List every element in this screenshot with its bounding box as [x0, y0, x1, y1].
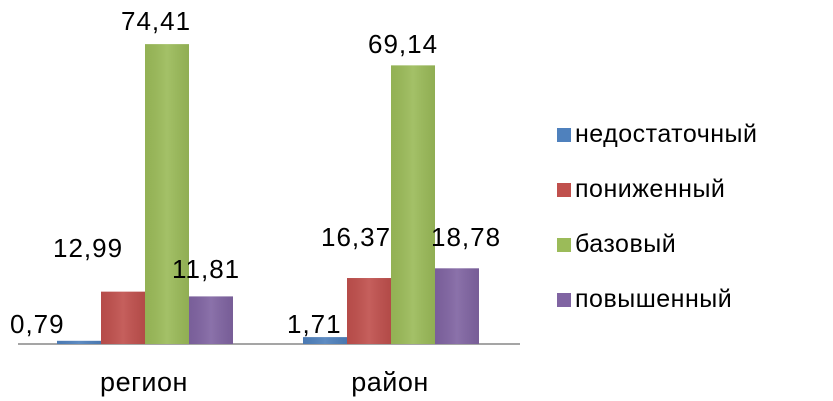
- data-label: 1,71: [287, 309, 342, 339]
- data-label: 69,14: [368, 29, 438, 59]
- plot-area: 0,79 1,71 12,99 16,37 74,41 69,14 11,81 18,78 ре…: [10, 6, 520, 397]
- data-label: 0,79: [10, 309, 65, 339]
- category-label: регион: [100, 367, 188, 397]
- legend-label: повышенный: [575, 285, 732, 313]
- legend-swatch: [557, 293, 571, 307]
- data-label: 12,99: [53, 233, 123, 263]
- bar-sheen: [101, 291, 145, 344]
- legend-swatch: [557, 238, 571, 252]
- data-label: 18,78: [431, 222, 501, 252]
- legend-label: базовый: [575, 230, 676, 258]
- bar-sheen: [57, 340, 101, 344]
- data-label: 74,41: [121, 6, 191, 36]
- legend: недостаточный пониженный базовый повышенный: [557, 120, 757, 313]
- bar-sheen: [189, 296, 233, 344]
- bar-sheen: [145, 44, 189, 345]
- legend-swatch: [557, 128, 571, 142]
- data-label: 16,37: [321, 222, 391, 252]
- bar-sheen: [435, 268, 479, 344]
- legend-swatch: [557, 183, 571, 197]
- bar-sheen: [391, 65, 435, 345]
- legend-label: пониженный: [575, 175, 725, 203]
- legend-label: недостаточный: [575, 120, 757, 148]
- category-label: район: [351, 367, 429, 397]
- bar-sheen: [347, 278, 391, 344]
- bar-sheen: [303, 337, 347, 344]
- data-label: 11,81: [172, 254, 240, 284]
